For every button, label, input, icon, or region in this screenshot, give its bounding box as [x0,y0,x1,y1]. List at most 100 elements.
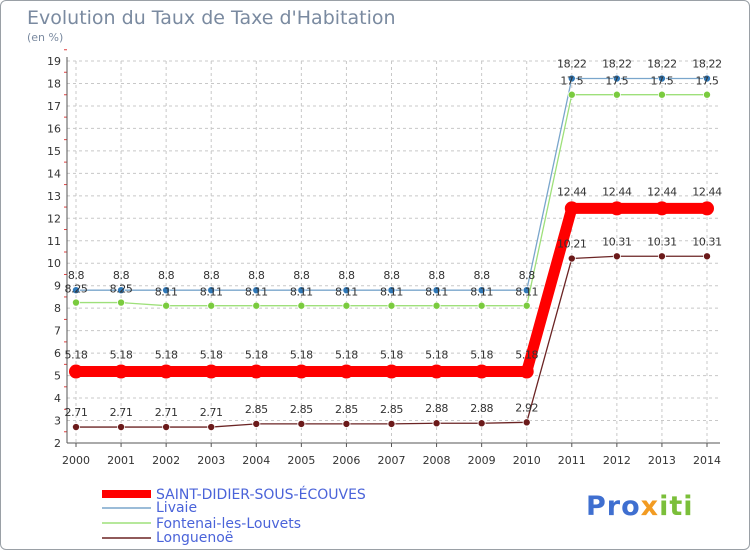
point-2 [252,301,261,310]
point-2 [387,301,396,310]
data-label: 10.31 [692,235,722,248]
y-tick-label: 3 [54,415,61,428]
legend-label-saint-didier: SAINT-DIDIER-SOUS-ÉCOUVES [156,487,366,503]
point-2 [207,301,216,310]
logo-text-iti: iti [659,491,694,522]
y-axis-unit: (en %) [27,31,64,44]
point-2 [342,301,351,310]
data-label: 17.5 [650,75,673,88]
point-main [204,364,219,379]
point-3 [297,419,306,428]
data-label: 2.71 [110,406,133,419]
data-label: 8.8 [293,269,310,282]
y-tick-label: 15 [47,145,61,158]
point-3 [162,423,171,432]
x-tick-label: 2013 [648,454,676,467]
data-label: 5.18 [425,349,448,362]
point-2 [567,90,576,99]
point-3 [252,419,261,428]
point-2 [612,90,621,99]
chart-title: Evolution du Taux de Taxe d'Habitation [27,7,396,29]
point-2 [477,301,486,310]
data-label: 8.11 [290,286,313,299]
y-tick-label: 4 [54,392,61,405]
point-main [654,201,669,216]
point-main [159,364,174,379]
data-label: 2.92 [515,401,538,414]
data-label: 8.11 [470,286,493,299]
data-label: 8.25 [65,283,88,296]
point-1 [162,286,171,295]
y-tick-label: 8 [54,302,61,315]
data-label: 2.88 [425,402,448,415]
point-main [69,364,83,379]
point-1 [252,286,261,295]
point-3 [72,423,81,432]
data-label: 2.85 [335,403,358,416]
data-label: 5.18 [290,349,313,362]
data-label: 5.18 [200,349,223,362]
point-3 [612,252,621,261]
point-main [429,364,444,379]
point-3 [432,419,441,428]
data-label: 18.22 [647,58,677,71]
point-1 [207,286,216,295]
y-tick-label: 14 [47,167,61,180]
point-2 [117,298,126,307]
logo-text-x: x [640,491,660,522]
x-tick-label: 2000 [62,454,90,467]
point-main [384,364,399,379]
data-label: 8.11 [245,286,268,299]
data-label: 2.85 [290,403,313,416]
data-label: 8.11 [515,286,538,299]
y-tick-label: 9 [54,280,61,293]
x-tick-label: 2006 [332,454,360,467]
point-1 [612,74,621,83]
point-1 [387,286,396,295]
point-1 [342,286,351,295]
data-label: 8.8 [519,269,536,282]
axes: 2 3 4 5 6 7 8 9 10 11 12 13 14 15 16 17 18 19 2000 2001 2002… [47,49,721,467]
point-main [700,201,714,216]
x-tick-label: 2007 [378,454,406,467]
legend-label-fontenai: Fontenai-les-Louvets [156,516,302,532]
data-label: 10.31 [602,235,632,248]
point-1 [567,74,576,83]
data-label: 2.71 [65,406,88,419]
x-tick-label: 2002 [152,454,180,467]
x-tick-label: 2001 [107,454,135,467]
x-tick-label: 2008 [423,454,451,467]
data-label: 5.18 [65,349,88,362]
point-main [474,364,489,379]
data-label: 8.8 [383,269,400,282]
data-label: 2.85 [380,403,403,416]
point-1 [72,286,81,295]
x-tick-label: 2009 [468,454,496,467]
data-label: 10.31 [647,235,677,248]
data-label: 8.11 [425,286,448,299]
point-2 [297,301,306,310]
x-tick-label: 2003 [197,454,225,467]
point-main [609,201,624,216]
y-tick-label: 17 [47,100,61,113]
data-label: 18.22 [602,58,632,71]
y-tick-label: 6 [54,347,61,360]
data-label: 8.11 [380,286,403,299]
data-label: 8.8 [248,269,265,282]
point-2 [162,301,171,310]
point-3 [207,423,216,432]
point-2 [703,90,712,99]
y-tick-label: 5 [54,370,61,383]
grid [67,60,720,444]
point-3 [703,252,712,261]
data-label: 18.22 [692,58,722,71]
data-label: 12.44 [602,185,632,198]
y-tick-label: 13 [47,190,61,203]
data-label: 8.8 [68,269,85,282]
point-1 [117,286,126,295]
y-tick-label: 19 [47,55,61,68]
data-label: 2.85 [245,403,268,416]
x-tick-label: 2014 [693,454,721,467]
point-1 [657,74,666,83]
